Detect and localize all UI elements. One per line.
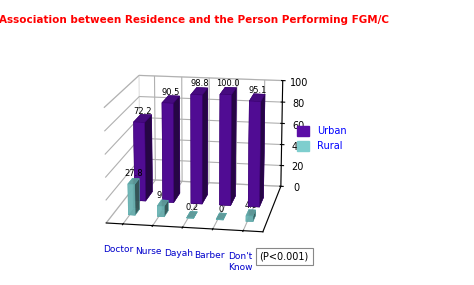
- Text: (P<0.001): (P<0.001): [260, 252, 309, 262]
- Legend: Urban, Rural: Urban, Rural: [293, 122, 350, 155]
- Title: Association between Residence and the Person Performing FGM/C: Association between Residence and the Pe…: [0, 15, 389, 25]
